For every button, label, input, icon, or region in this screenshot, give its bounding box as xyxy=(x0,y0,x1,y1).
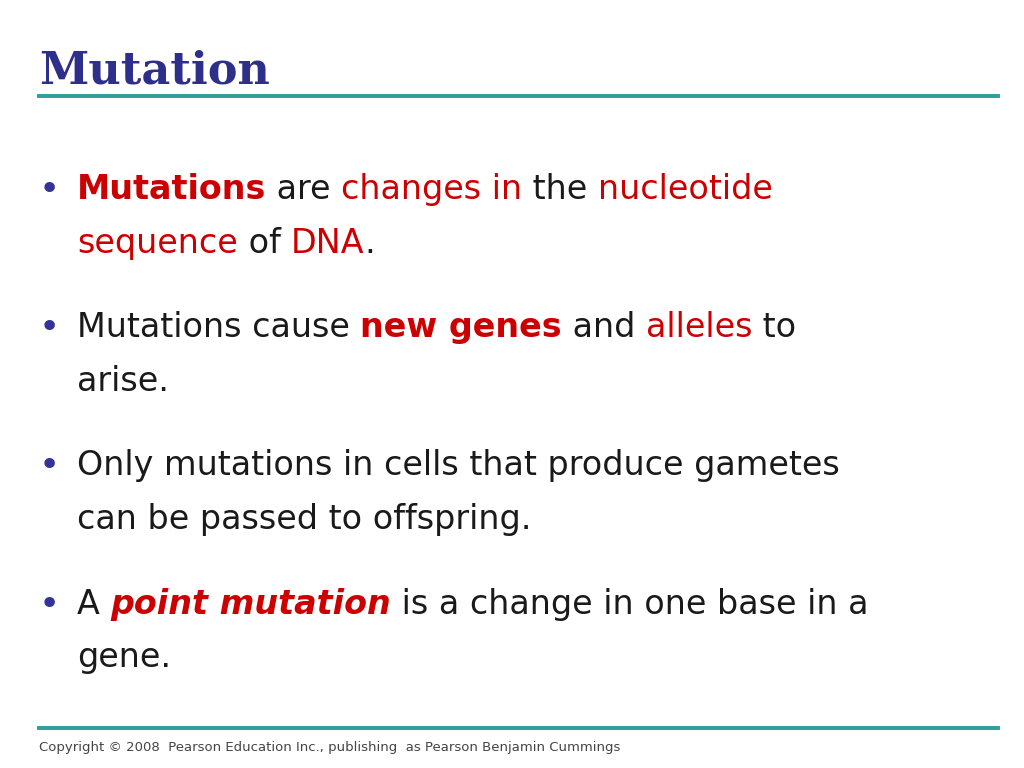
Text: changes in: changes in xyxy=(341,173,522,206)
Text: sequence: sequence xyxy=(77,227,238,260)
Text: .: . xyxy=(365,227,376,260)
Text: to: to xyxy=(753,311,797,344)
Text: of: of xyxy=(238,227,291,260)
Text: and: and xyxy=(562,311,646,344)
Text: Mutation: Mutation xyxy=(39,50,269,93)
Text: is a change in one base in a: is a change in one base in a xyxy=(391,588,868,621)
Text: Mutations cause: Mutations cause xyxy=(77,311,360,344)
Text: •: • xyxy=(39,173,59,207)
Text: arise.: arise. xyxy=(77,365,169,398)
Text: can be passed to offspring.: can be passed to offspring. xyxy=(77,503,531,536)
Text: Only mutations in cells that produce gametes: Only mutations in cells that produce gam… xyxy=(77,449,840,482)
Text: DNA: DNA xyxy=(291,227,365,260)
Text: new genes: new genes xyxy=(360,311,562,344)
Text: A: A xyxy=(77,588,111,621)
Text: Mutations: Mutations xyxy=(77,173,266,206)
Text: alleles: alleles xyxy=(646,311,753,344)
Text: •: • xyxy=(39,449,59,483)
Text: the: the xyxy=(522,173,598,206)
Text: nucleotide: nucleotide xyxy=(598,173,773,206)
Text: •: • xyxy=(39,311,59,345)
Text: gene.: gene. xyxy=(77,641,171,674)
Text: point mutation: point mutation xyxy=(111,588,391,621)
Text: are: are xyxy=(266,173,341,206)
Text: Copyright © 2008  Pearson Education Inc., publishing  as Pearson Benjamin Cummin: Copyright © 2008 Pearson Education Inc.,… xyxy=(39,741,621,754)
Text: •: • xyxy=(39,588,59,621)
